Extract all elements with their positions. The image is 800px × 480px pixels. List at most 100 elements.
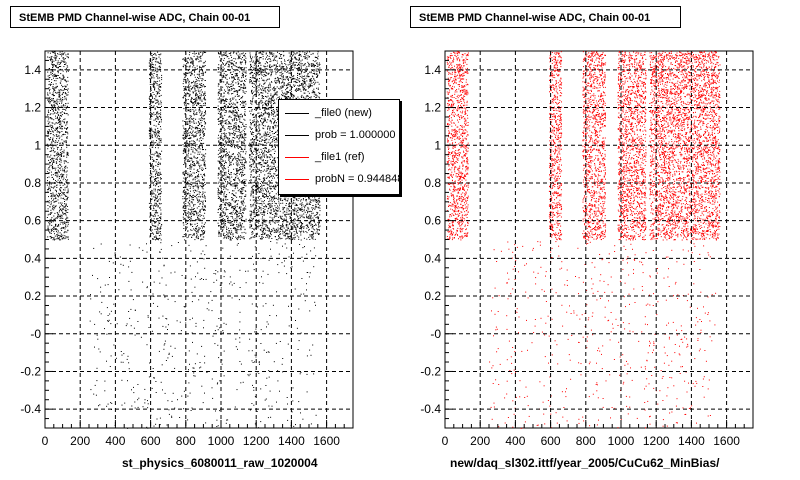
data-point <box>62 184 64 186</box>
data-point <box>53 209 55 211</box>
data-point <box>219 215 221 217</box>
data-point <box>189 51 191 53</box>
data-point <box>62 168 64 170</box>
data-point <box>65 131 67 132</box>
data-point <box>66 174 68 176</box>
data-point <box>238 86 240 87</box>
data-point <box>199 123 201 125</box>
data-point <box>54 198 56 200</box>
data-point <box>224 134 226 136</box>
data-point <box>221 221 223 223</box>
data-point <box>204 160 206 162</box>
data-point <box>156 174 158 176</box>
data-point <box>235 63 237 65</box>
data-point <box>231 88 233 90</box>
data-point <box>64 93 66 95</box>
data-point <box>228 53 230 54</box>
data-point <box>242 187 244 189</box>
data-point <box>245 63 246 65</box>
data-point <box>156 75 158 77</box>
data-point <box>243 59 245 60</box>
data-point <box>66 221 68 223</box>
data-point <box>60 164 62 166</box>
data-point <box>243 82 244 84</box>
data-point <box>239 137 241 139</box>
data-point <box>201 175 203 177</box>
data-point <box>229 239 231 241</box>
data-point <box>233 60 235 62</box>
data-point <box>203 131 204 133</box>
data-point <box>150 54 152 56</box>
data-point <box>59 93 61 95</box>
data-point <box>61 147 62 149</box>
data-point <box>184 132 186 134</box>
data-point <box>55 161 57 163</box>
data-point <box>192 118 194 120</box>
data-point <box>230 141 232 142</box>
data-point <box>240 236 242 238</box>
data-point <box>65 222 67 224</box>
data-point <box>232 74 233 75</box>
data-point <box>192 102 194 103</box>
data-point <box>232 111 234 113</box>
data-point <box>159 222 161 224</box>
data-point <box>49 190 51 192</box>
data-point <box>194 141 195 143</box>
data-point <box>205 201 206 202</box>
data-point <box>229 83 231 85</box>
data-point <box>198 83 200 85</box>
data-point <box>185 118 187 120</box>
data-point <box>159 116 161 117</box>
data-point <box>182 206 184 208</box>
data-point <box>193 120 195 122</box>
data-point <box>257 68 259 70</box>
data-point <box>226 215 228 217</box>
data-point <box>230 142 232 144</box>
data-point <box>151 164 153 166</box>
data-point <box>50 147 52 149</box>
data-point <box>52 159 54 161</box>
data-point <box>53 75 55 77</box>
data-point <box>221 58 223 60</box>
data-point <box>240 151 242 152</box>
data-point <box>51 166 53 168</box>
data-point <box>51 187 53 188</box>
data-point <box>192 190 194 192</box>
data-point <box>59 127 61 129</box>
data-point <box>268 207 270 209</box>
data-point <box>188 93 190 95</box>
data-point <box>282 202 284 204</box>
data-point <box>318 223 320 225</box>
data-point <box>64 213 66 215</box>
data-point <box>183 137 185 139</box>
data-point <box>152 238 154 239</box>
data-point <box>236 238 238 240</box>
data-point <box>160 70 162 72</box>
data-point <box>227 176 229 178</box>
data-point <box>269 127 271 129</box>
data-point <box>53 94 54 96</box>
data-point <box>292 96 294 98</box>
data-point <box>149 73 151 75</box>
data-point <box>198 130 200 132</box>
data-point <box>187 80 189 82</box>
data-point <box>56 187 58 188</box>
data-point <box>233 179 234 180</box>
data-point <box>150 112 152 114</box>
data-point <box>50 110 51 111</box>
data-point <box>53 90 55 92</box>
data-point <box>225 64 227 66</box>
data-point <box>244 166 246 168</box>
data-point <box>242 104 244 106</box>
data-point <box>308 198 310 200</box>
data-point <box>184 88 186 90</box>
data-point <box>149 174 151 176</box>
data-point <box>226 123 228 125</box>
data-point <box>199 234 201 236</box>
data-point <box>243 212 244 214</box>
data-point <box>151 102 153 104</box>
data-point <box>187 181 188 183</box>
data-point <box>50 230 52 232</box>
data-point <box>191 121 193 123</box>
data-point <box>201 169 203 171</box>
